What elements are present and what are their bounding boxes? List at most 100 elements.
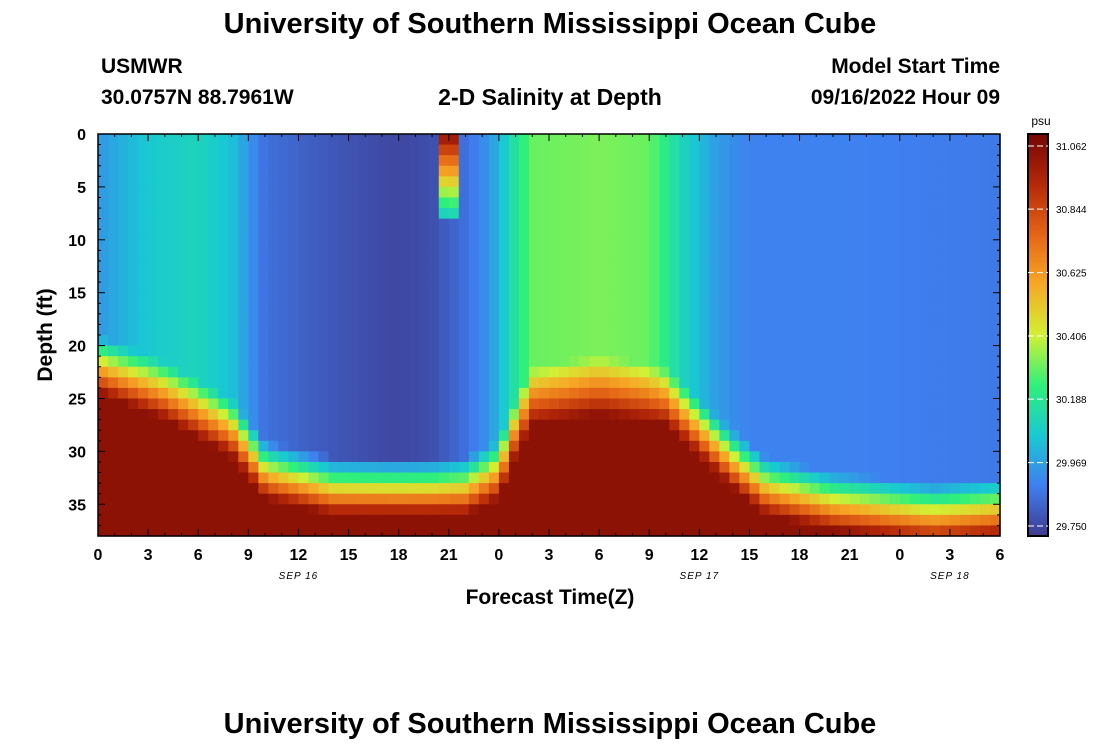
- heatmap-cell: [208, 430, 219, 442]
- heatmap-cell: [659, 398, 670, 410]
- heatmap-cell: [889, 366, 901, 378]
- station-name: USMWR: [101, 55, 183, 78]
- heatmap-cell: [228, 419, 239, 431]
- heatmap-cell: [589, 303, 600, 315]
- heatmap-cell: [799, 366, 811, 378]
- heatmap-cell: [338, 313, 350, 326]
- heatmap-cell: [839, 387, 851, 400]
- heatmap-cell: [358, 461, 370, 474]
- heatmap-cell: [719, 398, 730, 410]
- heatmap-cell: [979, 409, 991, 421]
- heatmap-cell: [649, 493, 660, 505]
- heatmap-cell: [729, 430, 741, 442]
- heatmap-cell: [789, 504, 801, 516]
- heatmap-cell: [128, 260, 139, 273]
- heatmap-cell: [739, 504, 751, 516]
- heatmap-cell: [188, 134, 199, 146]
- colorbar-unit: psu: [1031, 114, 1050, 128]
- heatmap-cell: [398, 271, 410, 283]
- heatmap-cell: [198, 409, 209, 421]
- heatmap-cell: [488, 313, 500, 326]
- heatmap-cell: [579, 176, 590, 188]
- heatmap-cell: [659, 165, 670, 177]
- heatmap-cell: [518, 229, 530, 241]
- heatmap-cell: [839, 292, 851, 304]
- heatmap-cell: [639, 313, 650, 326]
- heatmap-cell: [839, 155, 851, 167]
- heatmap-cell: [168, 377, 179, 389]
- heatmap-cell: [318, 451, 330, 463]
- x-tick-label: 9: [244, 547, 253, 564]
- heatmap-cell: [498, 218, 510, 230]
- heatmap-cell: [218, 229, 229, 241]
- heatmap-cell: [98, 451, 109, 463]
- heatmap-cell: [218, 324, 229, 336]
- heatmap-cell: [168, 208, 179, 220]
- heatmap-cell: [899, 144, 911, 156]
- heatmap-cell: [609, 239, 620, 251]
- heatmap-cell: [939, 345, 951, 357]
- heatmap-cell: [218, 186, 229, 199]
- heatmap-cell: [949, 377, 961, 389]
- heatmap-cell: [158, 335, 169, 347]
- heatmap-cell: [358, 250, 370, 262]
- heatmap-cell: [358, 134, 370, 146]
- heatmap-cell: [388, 292, 400, 304]
- heatmap-cell: [799, 504, 811, 516]
- heatmap-cell: [749, 292, 761, 304]
- heatmap-cell: [889, 514, 901, 527]
- heatmap-cell: [178, 440, 189, 452]
- heatmap-cell: [228, 271, 239, 283]
- heatmap-cell: [589, 483, 600, 495]
- heatmap-cell: [589, 377, 600, 389]
- heatmap-cell: [849, 250, 861, 262]
- heatmap-cell: [128, 461, 139, 474]
- heatmap-cell: [178, 419, 189, 431]
- heatmap-cell: [168, 451, 179, 463]
- heatmap-cell: [288, 387, 300, 400]
- heatmap-cell: [138, 197, 149, 209]
- heatmap-cell: [428, 461, 440, 474]
- heatmap-cell: [769, 144, 781, 156]
- heatmap-cell: [338, 525, 350, 537]
- heatmap-cell: [929, 218, 941, 230]
- heatmap-cell: [559, 419, 570, 431]
- heatmap-cell: [208, 493, 219, 505]
- heatmap-cell: [208, 419, 219, 431]
- heatmap-cell: [819, 197, 831, 209]
- heatmap-cell: [168, 514, 179, 527]
- heatmap-cell: [839, 239, 851, 251]
- heatmap-cell: [488, 398, 500, 410]
- heatmap-cell: [298, 335, 310, 347]
- heatmap-cell: [428, 282, 440, 294]
- heatmap-cell: [889, 176, 901, 188]
- heatmap-cell: [258, 493, 269, 505]
- heatmap-cell: [318, 144, 330, 156]
- heatmap-cell: [298, 303, 310, 315]
- heatmap-cell: [498, 472, 510, 484]
- heatmap-cell: [348, 493, 360, 505]
- heatmap-cell: [629, 239, 640, 251]
- heatmap-cell: [749, 165, 761, 177]
- heatmap-cell: [639, 430, 650, 442]
- heatmap-cell: [609, 155, 620, 167]
- heatmap-cell: [779, 165, 791, 177]
- heatmap-cell: [559, 472, 570, 484]
- heatmap-cell: [799, 186, 811, 199]
- heatmap-cell: [709, 440, 720, 452]
- heatmap-cell: [388, 208, 400, 220]
- x-tick-label: 15: [340, 547, 358, 564]
- heatmap-cell: [458, 218, 470, 230]
- heatmap-cell: [629, 292, 640, 304]
- heatmap-cell: [669, 176, 680, 188]
- heatmap-cell: [148, 483, 159, 495]
- heatmap-cell: [689, 303, 700, 315]
- heatmap-cell: [809, 186, 821, 199]
- heatmap-cell: [228, 134, 239, 146]
- heatmap-cell: [488, 303, 500, 315]
- heatmap-cell: [699, 461, 710, 474]
- heatmap-cell: [358, 324, 370, 336]
- heatmap-cell: [869, 483, 881, 495]
- heatmap-cell: [899, 451, 911, 463]
- heatmap-cell: [448, 483, 460, 495]
